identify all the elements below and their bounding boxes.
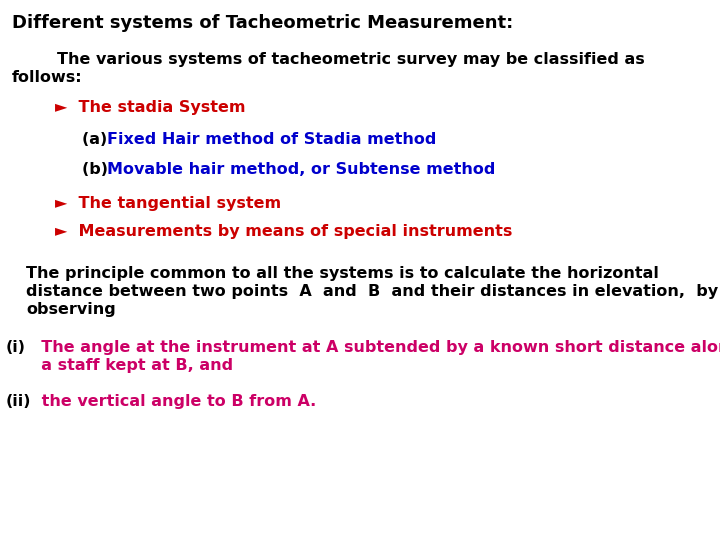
Text: The angle at the instrument at A subtended by a known short distance along: The angle at the instrument at A subtend… xyxy=(30,340,720,355)
Text: ►  The stadia System: ► The stadia System xyxy=(55,100,246,115)
Text: (i): (i) xyxy=(6,340,26,355)
Text: Different systems of Tacheometric Measurement:: Different systems of Tacheometric Measur… xyxy=(12,14,513,32)
Text: the vertical angle to B from A.: the vertical angle to B from A. xyxy=(36,394,316,409)
Text: The principle common to all the systems is to calculate the horizontal: The principle common to all the systems … xyxy=(26,266,659,281)
Text: ►  The tangential system: ► The tangential system xyxy=(55,196,281,211)
Text: (b): (b) xyxy=(82,162,114,177)
Text: distance between two points  A  and  B  and their distances in elevation,  by: distance between two points A and B and … xyxy=(26,284,718,299)
Text: follows:: follows: xyxy=(12,70,83,85)
Text: a staff kept at B, and: a staff kept at B, and xyxy=(30,358,233,373)
Text: Movable hair method, or Subtense method: Movable hair method, or Subtense method xyxy=(107,162,495,177)
Text: Fixed Hair method of Stadia method: Fixed Hair method of Stadia method xyxy=(107,132,436,147)
Text: observing: observing xyxy=(26,302,116,317)
Text: (ii): (ii) xyxy=(6,394,32,409)
Text: ►  Measurements by means of special instruments: ► Measurements by means of special instr… xyxy=(55,224,513,239)
Text: The various systems of tacheometric survey may be classified as: The various systems of tacheometric surv… xyxy=(12,52,644,67)
Text: (a): (a) xyxy=(82,132,113,147)
